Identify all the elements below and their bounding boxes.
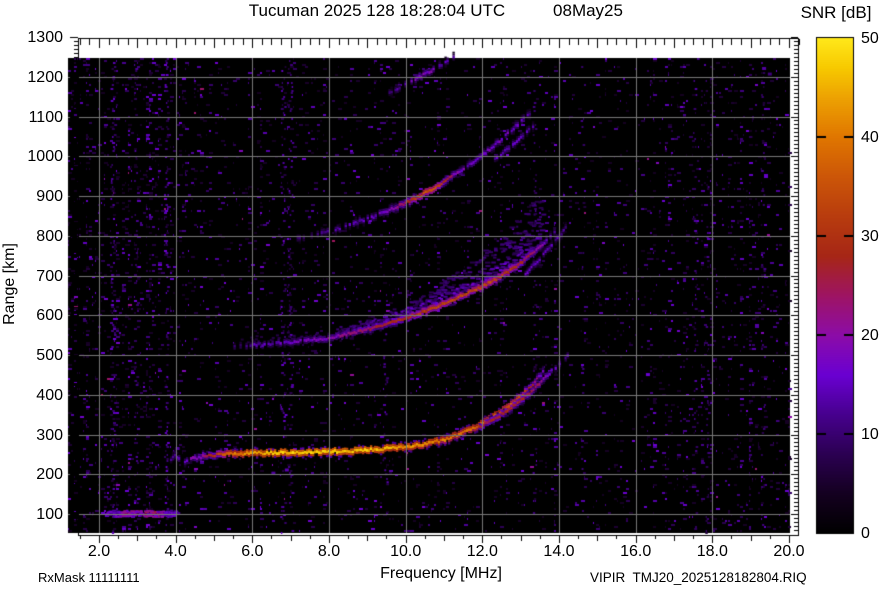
colorbar-tick-label: 40	[861, 129, 879, 146]
colorbar-tick-label: 30	[861, 228, 879, 245]
y-tick-label: 100	[36, 506, 63, 523]
x-tick-label: 2.0	[87, 543, 111, 560]
y-tick-label: 700	[36, 267, 63, 285]
colorbar-tick-label: 50	[861, 30, 879, 47]
file-label: VIPIR TMJ20_2025128182804.RIQ	[590, 570, 807, 585]
x-tick-label: 12.0	[466, 543, 498, 560]
x-tick-label: 4.0	[164, 543, 187, 560]
x-tick-label: 16.0	[620, 543, 652, 560]
x-tick-label: 6.0	[241, 543, 264, 560]
colorbar-title: SNR [dB]	[800, 3, 872, 22]
x-tick-label: 14.0	[543, 543, 575, 560]
y-tick-label: 1300	[27, 29, 63, 46]
y-tick-label: 300	[36, 426, 63, 444]
y-tick-label: 1200	[27, 68, 63, 86]
y-tick-label: 900	[36, 188, 63, 205]
colorbar-tick-label: 20	[861, 327, 879, 344]
x-tick-label: 18.0	[696, 543, 728, 560]
y-tick-label: 600	[36, 307, 63, 325]
chart-title: Tucuman 2025 128 18:28:04 UTC	[248, 1, 506, 20]
y-tick-label: 1100	[28, 108, 63, 126]
rxmask-label: RxMask 11111111	[38, 570, 140, 585]
y-tick-label: 800	[36, 227, 63, 245]
colorbar-tick-label: 10	[861, 426, 879, 443]
y-tick-label: 500	[36, 347, 63, 364]
chart-date: 08May25	[553, 1, 623, 20]
y-axis-label: Range [km]	[1, 243, 18, 325]
x-tick-label: 8.0	[317, 543, 341, 560]
y-tick-label: 400	[36, 386, 63, 404]
x-tick-label: 20.0	[773, 543, 805, 560]
x-tick-label: 10.0	[390, 543, 422, 560]
y-tick-label: 1000	[27, 148, 63, 166]
x-axis-label: Frequency [MHz]	[380, 565, 502, 582]
colorbar-tick-label: 0	[861, 525, 870, 542]
y-tick-label: 200	[36, 466, 63, 484]
